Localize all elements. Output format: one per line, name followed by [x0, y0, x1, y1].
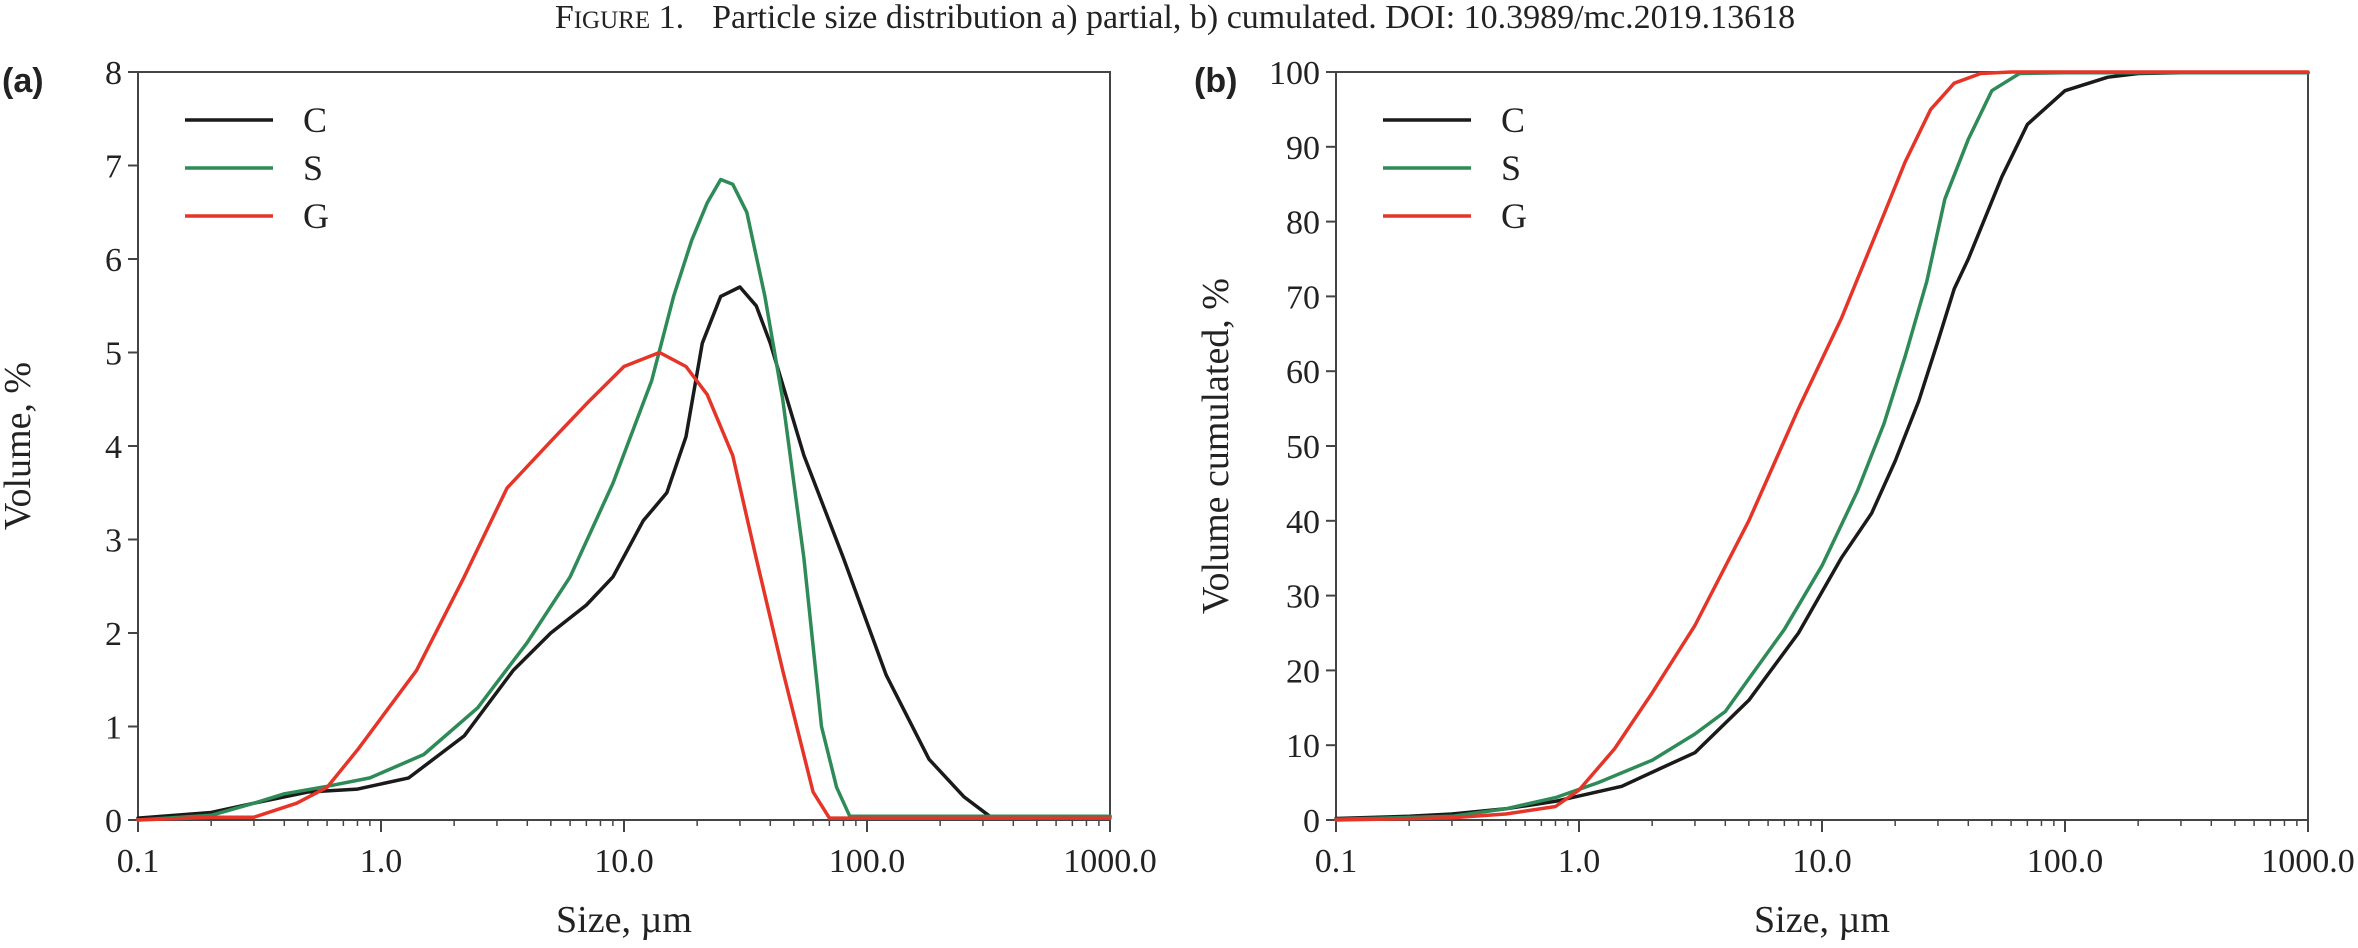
- y-tick-label-a: 7: [105, 149, 122, 186]
- x-tick-label-b: 10.0: [1792, 843, 1852, 880]
- y-tick-label-b: 40: [1286, 504, 1320, 541]
- y-tick-label-a: 3: [105, 523, 122, 560]
- legend-label-a-g: G: [303, 196, 329, 236]
- y-tick-label-a: 4: [105, 429, 122, 466]
- y-tick-label-a: 6: [105, 242, 122, 279]
- caption-text: Particle size distribution a) partial, b…: [712, 0, 1795, 36]
- y-tick-label-b: 80: [1286, 205, 1320, 242]
- y-tick-label-b: 30: [1286, 579, 1320, 616]
- legend-label-a-s: S: [303, 148, 323, 188]
- plot-frame-a: [137, 71, 1111, 821]
- y-tick-label-b: 20: [1286, 653, 1320, 690]
- series-line-b-c: [1334, 70, 2310, 821]
- chart-panel-b: (b) 0 10 20 30 40 50 60 70 80 90 100 0.1 1.0 10.0 100.0…: [1194, 55, 2355, 941]
- y-tick-label-b: 10: [1286, 728, 1320, 765]
- y-tick-label-a: 5: [105, 336, 122, 373]
- x-tick-label-a: 1.0: [360, 843, 403, 880]
- x-tick-label-b: 1000.0: [2261, 843, 2355, 880]
- x-tick-label-b: 0.1: [1315, 843, 1358, 880]
- legend-label-a-c: C: [303, 100, 327, 140]
- y-tick-label-b: 90: [1286, 130, 1320, 167]
- series-line-b-s: [1334, 70, 2310, 822]
- caption-figure-rest: IGURE: [574, 7, 650, 34]
- caption-figure-initial: F: [555, 0, 574, 36]
- x-tick-label-a: 0.1: [117, 843, 160, 880]
- y-tick-label-a: 0: [105, 803, 122, 840]
- series-line-a-s: [136, 177, 1112, 822]
- caption-figure-number: 1.: [659, 0, 685, 36]
- y-axis-label-a: Volume, %: [0, 362, 39, 530]
- x-tick-label-a: 1000.0: [1063, 843, 1157, 880]
- series-line-b-g: [1334, 70, 2310, 822]
- y-tick-label-b: 100: [1269, 55, 1320, 92]
- y-tick-label-a: 8: [105, 55, 122, 92]
- panel-label-a: (a): [2, 62, 44, 100]
- y-tick-label-a: 2: [105, 616, 122, 653]
- x-tick-label-b: 1.0: [1558, 843, 1601, 880]
- figure-caption: FIGURE 1. Particle size distribution a) p…: [555, 0, 1795, 36]
- series-line-a-g: [136, 350, 1112, 822]
- series-line-a-c: [136, 285, 1112, 820]
- x-axis-label-a: Size, µm: [556, 899, 692, 941]
- y-tick-label-b: 0: [1303, 803, 1320, 840]
- chart-panel-a: (a) 0 1 2 3 4 5 6 7 8 0.1 1.0 10.0 100.0 1000.0 Size, µ…: [0, 55, 1157, 941]
- x-tick-label-a: 100.0: [829, 843, 906, 880]
- legend-label-b-g: G: [1501, 196, 1527, 236]
- x-axis-label-b: Size, µm: [1754, 899, 1890, 941]
- y-tick-label-a: 1: [105, 710, 122, 747]
- y-tick-label-b: 50: [1286, 429, 1320, 466]
- panel-label-b: (b): [1194, 62, 1237, 100]
- y-tick-label-b: 70: [1286, 279, 1320, 316]
- y-tick-label-b: 60: [1286, 354, 1320, 391]
- x-tick-label-b: 100.0: [2027, 843, 2104, 880]
- legend-label-b-s: S: [1501, 148, 1521, 188]
- y-axis-label-b: Volume cumulated, %: [1195, 278, 1237, 614]
- x-tick-label-a: 10.0: [594, 843, 654, 880]
- plot-frame-b: [1335, 71, 2309, 821]
- legend-label-b-c: C: [1501, 100, 1525, 140]
